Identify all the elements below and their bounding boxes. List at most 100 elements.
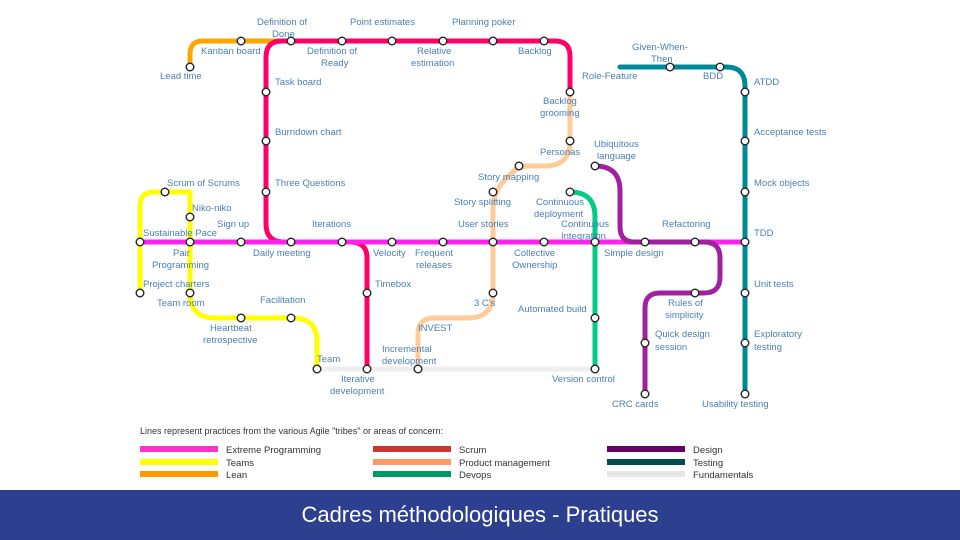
label-three-cs: 3 C's	[474, 298, 496, 309]
legend-swatch-lean	[140, 471, 218, 477]
label-relative-estimation: Relative	[417, 46, 451, 57]
station-crc-cards	[640, 389, 650, 399]
label-quick-design-session-2: session	[655, 342, 687, 353]
label-ubiquitous-language: Ubiquitous	[594, 139, 639, 150]
label-sustainable-pace: Sustainable Pace	[143, 228, 217, 239]
station-continuous-integration	[590, 237, 600, 247]
label-heartbeat-retrospective: Heartbeat	[210, 323, 252, 334]
station-version-control	[590, 364, 600, 374]
label-definition-of-done-2: Done	[272, 29, 295, 40]
label-backlog: Backlog	[518, 46, 552, 57]
station-backlog	[539, 36, 549, 46]
label-given-when-then-2: Then	[651, 54, 673, 65]
label-quick-design-session: Quick design	[655, 329, 710, 340]
label-task-board: Task board	[275, 77, 321, 88]
label-team-room: Team room	[157, 298, 205, 309]
label-backlog-grooming-2: grooming	[540, 108, 580, 119]
testing-line	[617, 64, 748, 397]
station-iterations	[337, 237, 347, 247]
label-continuous-deployment-2: deployment	[534, 209, 583, 220]
label-timebox: Timebox	[375, 279, 411, 290]
label-scrum-of-scrums: Scrum of Scrums	[167, 178, 240, 189]
label-pair-programming-2: Programming	[152, 260, 209, 271]
station-acceptance-tests	[740, 136, 750, 146]
label-simple-design: Simple design	[604, 248, 664, 259]
station-three-cs	[488, 288, 498, 298]
station-task-board	[261, 87, 271, 97]
station-daily-meeting	[286, 237, 296, 247]
station-timebox	[362, 288, 372, 298]
label-collective-ownership-2: Ownership	[512, 260, 557, 271]
legend-swatch-scrum	[373, 446, 451, 452]
station-facilitation	[286, 313, 296, 323]
scrum-line	[263, 38, 573, 372]
station-collective-ownership	[539, 237, 549, 247]
station-team-room	[185, 288, 195, 298]
legend-label-scrum: Scrum	[459, 445, 487, 456]
devops-line	[567, 189, 598, 372]
label-relative-estimation-2: estimation	[411, 58, 454, 69]
label-acceptance-tests: Acceptance tests	[754, 127, 827, 138]
station-mock-objects	[740, 187, 750, 197]
label-continuous-integration: Continuous	[561, 219, 609, 230]
legend-label-fundamentals: Fundamentals	[693, 470, 754, 481]
legend-swatch-xp	[140, 446, 218, 452]
label-project-charters: Project charters	[143, 279, 210, 290]
label-definition-of-done: Definition of	[257, 17, 308, 28]
station-project-charters	[135, 288, 145, 298]
label-personas: Personas	[540, 147, 580, 158]
legend-label-lean: Lean	[226, 470, 248, 481]
station-tdd	[740, 237, 750, 247]
label-exploratory-testing-2: testing	[754, 342, 782, 353]
label-rules-of-simplicity-2: simplicity	[665, 310, 704, 321]
station-planning-poker	[488, 36, 498, 46]
label-tdd: TDD	[754, 228, 774, 239]
label-frequent-releases-2: releases	[416, 260, 452, 271]
legend-swatch-teams	[140, 459, 218, 465]
label-team: Team	[317, 354, 340, 365]
label-kanban-board: Kanban board	[201, 46, 261, 57]
teams-line	[137, 189, 320, 372]
station-relative-estimation	[438, 36, 448, 46]
station-ubiquitous-language	[590, 161, 600, 171]
legend-swatch-testing	[607, 459, 685, 465]
label-three-questions: Three Questions	[275, 178, 345, 189]
label-usability-testing: Usability testing	[702, 399, 769, 410]
station-continuous-deployment	[565, 187, 575, 197]
label-automated-build: Automated build	[518, 304, 587, 315]
label-exploratory-testing: Exploratory	[754, 329, 802, 340]
slide-title: Cadres méthodologiques - Pratiques	[301, 502, 659, 527]
station-sustainable-pace	[135, 237, 145, 247]
station-heartbeat-retrospective	[236, 313, 246, 323]
label-iterations: Iterations	[312, 219, 351, 230]
metro-map: Lead time Kanban board Definition of Don…	[135, 17, 827, 410]
label-heartbeat-retrospective-2: retrospective	[203, 335, 257, 346]
label-planning-poker: Planning poker	[452, 17, 515, 28]
legend-label-testing: Testing	[693, 458, 724, 469]
station-lead-time	[185, 62, 195, 72]
label-user-stories: User stories	[458, 219, 509, 230]
label-point-estimates: Point estimates	[350, 17, 415, 28]
label-incremental-development-2: development	[382, 356, 437, 367]
label-facilitation: Facilitation	[260, 295, 305, 306]
station-atdd	[740, 87, 750, 97]
label-lead-time: Lead time	[160, 71, 202, 82]
design-line	[592, 163, 723, 397]
label-daily-meeting: Daily meeting	[253, 248, 311, 259]
station-three-questions	[261, 187, 271, 197]
label-story-splitting: Story splitting	[454, 197, 511, 208]
label-iterative-development-2: development	[330, 386, 385, 397]
station-automated-build	[590, 313, 600, 323]
station-kanban-board	[236, 36, 246, 46]
station-labels: Lead time Kanban board Definition of Don…	[143, 17, 827, 410]
label-niko-niko: Niko-niko	[192, 203, 232, 214]
station-rules-of-simplicity	[690, 288, 700, 298]
station-iterative-development	[362, 364, 372, 374]
label-definition-of-ready: Definition of	[307, 46, 358, 57]
station-story-splitting	[488, 187, 498, 197]
legend-caption: Lines represent practices from the vario…	[140, 426, 444, 436]
label-collective-ownership: Collective	[514, 248, 555, 259]
station-backlog-grooming	[565, 136, 575, 146]
label-version-control: Version control	[552, 374, 615, 385]
legend-label-teams: Teams	[226, 458, 254, 469]
